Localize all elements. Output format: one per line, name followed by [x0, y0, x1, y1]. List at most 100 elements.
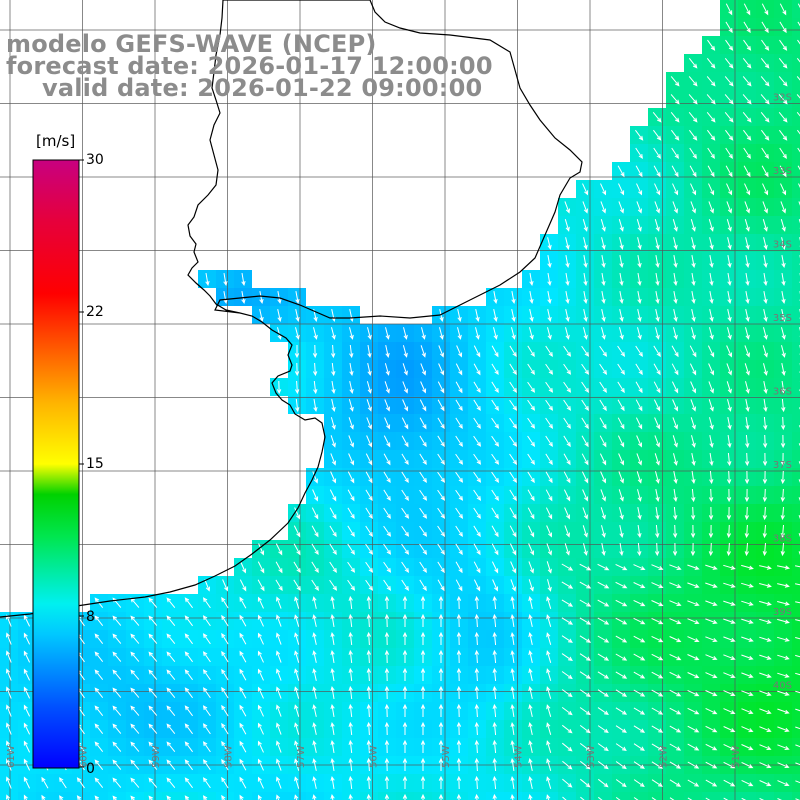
wind-arrow [744, 183, 751, 196]
wind-arrow [781, 363, 786, 377]
wind-arrow [420, 757, 426, 771]
wind-arrow [708, 488, 714, 503]
wind-arrow [130, 651, 140, 662]
wind-arrow [561, 581, 574, 589]
wind-arrow [727, 255, 732, 269]
wind-arrow [777, 583, 790, 588]
wind-arrow [581, 435, 589, 448]
wind-arrow [615, 581, 628, 589]
wind-arrow [473, 471, 482, 483]
wind-arrow [166, 795, 172, 800]
wind-arrow [601, 255, 606, 269]
wind-arrow [744, 506, 750, 521]
wind-arrow [509, 363, 517, 376]
wind-arrow [112, 705, 122, 716]
wind-arrow [293, 525, 301, 538]
wind-arrow [510, 595, 515, 609]
wind-arrow [184, 777, 193, 789]
wind-arrow [6, 722, 12, 735]
wind-arrow [545, 417, 554, 429]
wind-arrow [510, 739, 515, 753]
wind-arrow [690, 219, 696, 232]
wind-arrow [564, 507, 570, 520]
wind-arrow [294, 794, 299, 800]
wind-arrow [617, 417, 625, 430]
wind-arrow [419, 489, 428, 501]
wind-arrow [582, 525, 588, 538]
wind-arrow [581, 471, 589, 484]
wind-arrow [23, 650, 31, 663]
wind-arrow [509, 453, 518, 465]
wind-arrow [276, 632, 282, 645]
wind-arrow [474, 757, 480, 772]
wind-arrow [615, 797, 621, 800]
wind-arrow [565, 291, 570, 305]
wind-arrow [473, 507, 481, 519]
wind-arrow [420, 613, 426, 627]
wind-arrow [582, 219, 588, 232]
wind-arrow [687, 743, 700, 751]
wind-arrow [655, 327, 660, 340]
wind-arrow [687, 725, 700, 733]
wind-arrow [221, 614, 229, 627]
wind-arrow [583, 543, 588, 556]
wind-arrow [313, 399, 318, 413]
wind-arrow [601, 237, 606, 250]
wind-arrow [796, 111, 800, 117]
wind-arrow [546, 561, 552, 574]
wind-arrow [763, 416, 768, 431]
wind-arrow [637, 291, 642, 305]
wind-arrow [455, 579, 463, 592]
wind-arrow [511, 291, 516, 305]
wind-arrow [779, 3, 787, 16]
wind-arrow [669, 797, 675, 800]
wind-arrow [509, 381, 517, 393]
wind-arrow [723, 726, 736, 733]
wind-arrow [618, 471, 624, 484]
wind-arrow [402, 613, 408, 627]
wind-arrow [724, 57, 734, 69]
longitude-label: 58W [224, 745, 235, 768]
wind-cell [792, 360, 800, 378]
wind-arrow [420, 363, 426, 376]
wind-arrow [473, 417, 481, 429]
wind-arrow [744, 219, 750, 232]
wind-arrow [528, 561, 534, 574]
wind-arrow [597, 671, 610, 679]
wind-arrow [597, 796, 603, 800]
wind-arrow [347, 579, 356, 591]
wind-cell [792, 486, 800, 504]
wind-arrow [672, 201, 678, 214]
wind-arrow [330, 649, 335, 663]
wind-arrow [112, 633, 122, 644]
wind-arrow [528, 667, 533, 682]
wind-arrow [419, 417, 427, 430]
wind-arrow [528, 613, 533, 628]
wind-arrow [41, 776, 49, 789]
wind-arrow [257, 758, 264, 771]
wind-arrow [130, 723, 140, 734]
wind-arrow [348, 417, 354, 430]
wind-arrow [744, 345, 750, 358]
wind-arrow [726, 201, 732, 214]
wind-arrow [705, 707, 718, 715]
wind-arrow [545, 363, 554, 375]
wind-arrow [563, 363, 572, 375]
wind-arrow [202, 741, 211, 753]
wind-arrow [367, 327, 372, 340]
wind-arrow [653, 165, 661, 178]
wind-cell [648, 792, 666, 800]
wind-arrow [633, 689, 646, 697]
wind-arrow [653, 147, 661, 159]
wind-arrow [383, 453, 391, 466]
wind-arrow [762, 542, 767, 557]
wind-arrow [384, 757, 390, 772]
latitude-label: 37S [773, 460, 792, 471]
wind-arrow [312, 471, 318, 484]
wind-arrow [795, 672, 800, 676]
wind-arrow [759, 797, 765, 800]
wind-arrow [311, 507, 319, 520]
wind-arrow [655, 291, 660, 305]
wind-arrow [329, 525, 337, 538]
